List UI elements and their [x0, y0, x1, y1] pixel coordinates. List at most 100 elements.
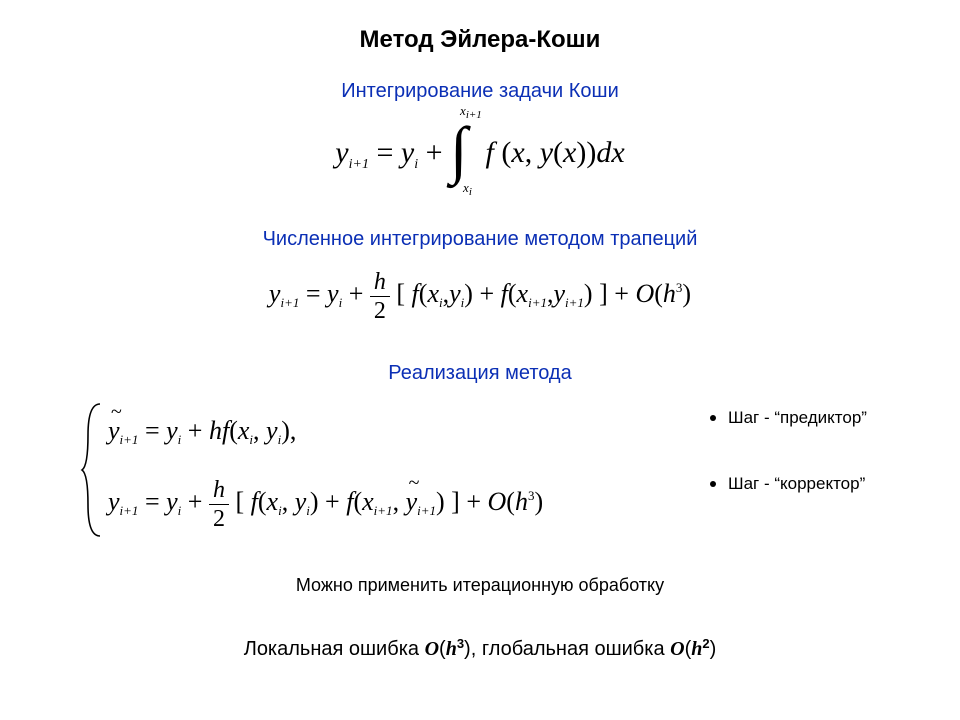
comma: ,: [393, 487, 400, 516]
paren-open: (: [508, 279, 517, 308]
sub-ip1: i+1: [349, 157, 369, 172]
sub-i: i: [414, 157, 418, 172]
label-local: Локальная ошибка: [244, 638, 425, 660]
var-y: y: [327, 279, 339, 308]
subtitle-trapezoid: Численное интегрирование методом трапеци…: [0, 228, 960, 251]
paren-close: ): [710, 638, 717, 660]
paren-close: ): [584, 279, 593, 308]
sub-ip1: i+1: [120, 503, 139, 518]
sub-i: i: [178, 503, 182, 518]
fraction-h2: h 2: [370, 270, 390, 323]
var-h: h: [446, 638, 457, 660]
integral-sign: ∫ xi+1 xi: [450, 110, 478, 190]
paren-close: ): [464, 638, 471, 660]
var-y: y: [553, 279, 565, 308]
var-x: x: [611, 136, 624, 169]
var-d: d: [596, 136, 611, 169]
paren-open: (: [501, 136, 511, 169]
sub-ip1: i+1: [120, 432, 139, 447]
var-y: y: [108, 487, 120, 516]
bracket-close: ]: [599, 279, 608, 308]
plus: +: [614, 279, 635, 308]
var-x: x: [238, 416, 250, 445]
plus: +: [466, 487, 487, 516]
var-f: f: [486, 136, 494, 169]
var-h: h: [691, 638, 702, 660]
eq: =: [145, 487, 166, 516]
var-f: f: [251, 487, 258, 516]
plus: +: [349, 279, 370, 308]
paren-close: ): [586, 136, 596, 169]
plus: +: [188, 416, 209, 445]
sub-i: i: [178, 432, 182, 447]
paren-open: (: [353, 487, 362, 516]
sub-i: i: [339, 295, 343, 310]
slide: Метод Эйлера-Коши Интегрирование задачи …: [0, 0, 960, 720]
eq: =: [306, 279, 327, 308]
paren-open: (: [506, 487, 515, 516]
note-iteration: Можно применить итерационную обработку: [0, 575, 960, 596]
var-y: y: [401, 136, 414, 169]
var-h: h: [663, 279, 676, 308]
sup-2: 2: [702, 636, 709, 651]
formula-integral: yi+1 = yi + ∫ xi+1 xi f (x, y(x))dx: [0, 110, 960, 190]
sup-3: 3: [457, 636, 464, 651]
formula-trapezoid: yi+1 = yi + h 2 [ f(xi,yi) + f(xi+1,yi+1…: [0, 270, 960, 323]
var-y-tilde: y: [406, 489, 418, 515]
plus: +: [188, 487, 209, 516]
var-y: y: [335, 136, 348, 169]
var-y: y: [449, 279, 461, 308]
paren-close: ): [464, 279, 473, 308]
paren-open: (: [439, 638, 446, 660]
fraction-h2: h 2: [209, 478, 229, 531]
integral-glyph: ∫: [450, 118, 468, 182]
var-y: y: [269, 279, 281, 308]
comma: ,: [253, 416, 260, 445]
var-h: h: [515, 487, 528, 516]
sub-ip1: i+1: [417, 503, 436, 518]
frac-num: h: [370, 270, 390, 296]
var-y: y: [166, 416, 178, 445]
var-O: O: [488, 487, 507, 516]
error-line: Локальная ошибка O(h3), глобальная ошибк…: [0, 636, 960, 661]
comma: ,: [290, 416, 297, 445]
bracket-open: [: [235, 487, 244, 516]
var-O: O: [425, 638, 439, 660]
var-x: x: [427, 279, 439, 308]
paren-open: (: [654, 279, 663, 308]
paren-close: ): [281, 416, 290, 445]
comma: ,: [525, 136, 533, 169]
var-f: f: [412, 279, 419, 308]
paren-close: ): [682, 279, 691, 308]
formula-corrector: yi+1 = yi + h 2 [ f(xi, yi) + f(xi+1, yi…: [108, 478, 543, 531]
label-global: , глобальная ошибка: [471, 638, 670, 660]
sub-ip1: i+1: [280, 295, 299, 310]
comma: ,: [282, 487, 289, 516]
paren-close: ): [576, 136, 586, 169]
paren-open: (: [258, 487, 267, 516]
paren-close: ): [310, 487, 319, 516]
bullet-list: Шаг - “предиктор” Шаг - “корректор”: [710, 408, 867, 540]
sub-ip1: i+1: [528, 295, 547, 310]
bullet-corrector: Шаг - “корректор”: [710, 474, 867, 494]
bracket-open: [: [396, 279, 405, 308]
var-f: f: [501, 279, 508, 308]
var-y: y: [266, 416, 278, 445]
paren-open: (: [553, 136, 563, 169]
plus: +: [325, 487, 346, 516]
subtitle-implementation: Реализация метода: [0, 362, 960, 385]
var-x: x: [267, 487, 279, 516]
sub-ip1: i+1: [565, 295, 584, 310]
var-y: y: [166, 487, 178, 516]
plus: +: [426, 136, 450, 169]
var-x: x: [563, 136, 576, 169]
eq: =: [376, 136, 400, 169]
bound-i: i: [469, 186, 472, 198]
paren-close: ): [534, 487, 543, 516]
sub-ip1: i+1: [374, 503, 393, 518]
bullet-predictor: Шаг - “предиктор”: [710, 408, 867, 428]
bound-ip1: i+1: [466, 109, 482, 121]
var-x: x: [362, 487, 374, 516]
var-x: x: [517, 279, 529, 308]
var-x: x: [511, 136, 524, 169]
